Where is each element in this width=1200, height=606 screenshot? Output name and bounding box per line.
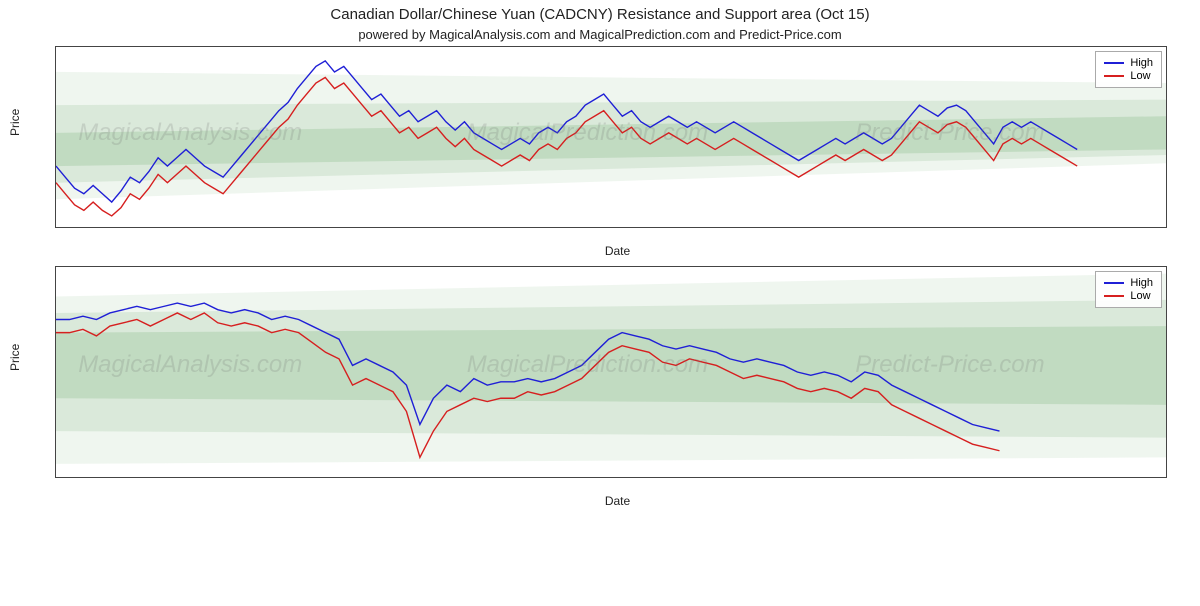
chart2-wrap: Price 5.15.155.25.255.35.352024-07-01202… [55,266,1180,476]
legend-row: Low [1104,70,1153,82]
chart2-plot: 5.15.155.25.255.35.352024-07-012024-07-1… [55,266,1167,478]
legend: HighLow [1095,51,1162,88]
legend-swatch [1104,295,1124,297]
chart1-ylabel: Price [8,109,22,136]
chart-title: Canadian Dollar/Chinese Yuan (CADCNY) Re… [0,6,1200,23]
legend-label: High [1130,277,1153,289]
chart-subtitle: powered by MagicalAnalysis.com and Magic… [0,27,1200,42]
legend-swatch [1104,282,1124,284]
chart2-xlabel: Date [55,494,1180,508]
legend-swatch [1104,62,1124,64]
legend-row: Low [1104,290,1153,302]
legend-row: High [1104,57,1153,69]
chart-svg [56,47,1166,227]
chart2-ylabel: Price [8,344,22,371]
legend-label: Low [1130,290,1150,302]
legend-label: Low [1130,70,1150,82]
chart-svg [56,267,1166,477]
legend-swatch [1104,75,1124,77]
chart1-xlabel: Date [55,244,1180,258]
chart1-plot: 55.15.25.35.45.52023-032023-052023-07202… [55,46,1167,228]
legend: HighLow [1095,271,1162,308]
legend-label: High [1130,57,1153,69]
chart1-wrap: Price 55.15.25.35.45.52023-032023-052023… [55,46,1180,226]
chart-container: { "title": "Canadian Dollar/Chinese Yuan… [0,6,1200,606]
legend-row: High [1104,277,1153,289]
